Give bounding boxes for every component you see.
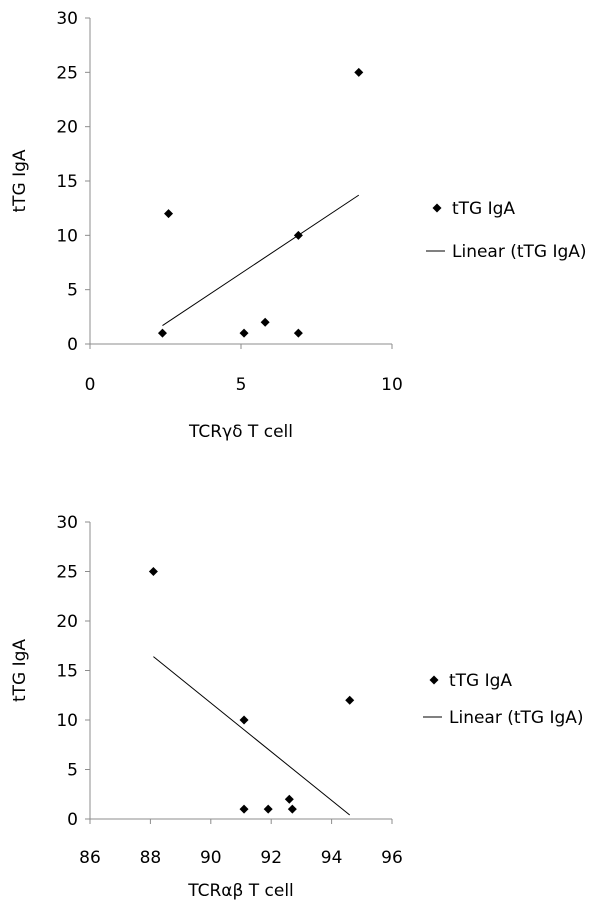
data-point (293, 230, 303, 240)
data-point (293, 328, 303, 338)
data-point (263, 804, 273, 814)
data-point (345, 695, 355, 705)
x-axis-title: TCRαβ T cell (187, 881, 294, 901)
y-tick-label: 20 (56, 612, 78, 632)
trendline (162, 194, 360, 326)
y-axis-title: tTG IgA (10, 639, 30, 702)
trendline (153, 656, 351, 816)
legend-marker-diamond (432, 203, 442, 213)
y-tick-label: 20 (56, 118, 78, 138)
x-axis-title: TCRγδ T cell (188, 422, 293, 442)
legend-marker-diamond (429, 675, 439, 685)
data-point (239, 328, 249, 338)
x-tick-label: 94 (321, 848, 343, 868)
y-tick-label: 10 (56, 226, 78, 246)
legend-label-series: tTG IgA (452, 199, 515, 219)
y-tick-label: 0 (67, 810, 78, 830)
y-tick-label: 5 (67, 281, 78, 301)
legend-label-series: tTG IgA (449, 671, 512, 691)
y-tick-label: 10 (56, 711, 78, 731)
data-point (239, 715, 249, 725)
data-point (354, 67, 364, 77)
data-point (260, 317, 270, 327)
y-tick-label: 30 (56, 513, 78, 533)
x-tick-label: 10 (381, 375, 403, 395)
data-point (284, 794, 294, 804)
data-point (287, 804, 297, 814)
y-tick-label: 15 (56, 172, 78, 192)
y-tick-label: 0 (67, 335, 78, 355)
y-tick-label: 25 (56, 63, 78, 83)
data-point (157, 328, 167, 338)
x-tick-label: 0 (85, 375, 96, 395)
data-point (164, 209, 174, 219)
y-axis-title: tTG IgA (10, 149, 30, 212)
x-tick-label: 5 (236, 375, 247, 395)
scatter-chart-tcr-alpha-beta: 0 5 10 15 20 25 30 86 88 90 92 94 96 TCRαβ T cell tTG … (10, 513, 584, 901)
y-tick-label: 30 (56, 9, 78, 29)
x-tick-label: 96 (381, 848, 403, 868)
x-tick-label: 86 (79, 848, 101, 868)
data-point (148, 567, 158, 576)
x-tick-label: 88 (140, 848, 162, 868)
x-tick-label: 90 (200, 848, 222, 868)
scatter-chart-tcr-gamma-delta: 0 5 10 15 20 25 30 0 5 10 TCRγδ T cell tTG IgA tTG I… (10, 9, 587, 442)
y-tick-label: 15 (56, 662, 78, 682)
legend-label-trendline: Linear (tTG IgA) (449, 708, 584, 728)
x-tick-label: 92 (260, 848, 282, 868)
y-tick-label: 5 (67, 761, 78, 781)
legend-label-trendline: Linear (tTG IgA) (452, 242, 587, 262)
y-tick-label: 25 (56, 563, 78, 583)
data-point (239, 804, 249, 814)
